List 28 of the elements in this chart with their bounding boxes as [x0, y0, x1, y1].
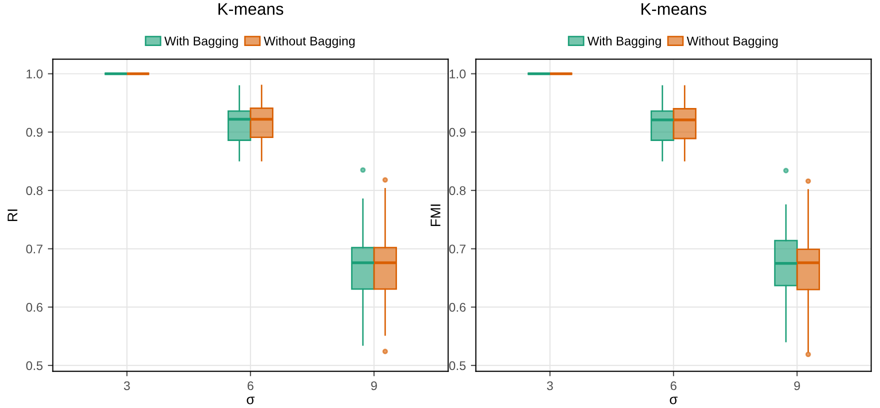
legend-label: Without Bagging	[264, 36, 355, 48]
y-tick-label: 0.5	[26, 361, 43, 370]
y-tick-label: 0.8	[26, 186, 43, 196]
x-tick-label: 9	[794, 381, 800, 390]
x-axis-title: σ	[670, 396, 678, 404]
y-tick-label: 0.6	[449, 302, 466, 312]
x-tick-label: 3	[546, 381, 553, 390]
y-axis-title: RI	[8, 210, 18, 222]
x-tick-label: 6	[248, 381, 254, 390]
y-tick-label: 0.7	[26, 244, 42, 254]
y-tick-label: 0.9	[449, 128, 466, 137]
chart-title: K-means	[218, 3, 284, 15]
chart-title: K-means	[642, 3, 706, 15]
legend-label: With Bagging	[164, 36, 238, 48]
x-tick-label: 6	[670, 381, 676, 390]
y-tick-label: 1.0	[26, 70, 43, 78]
x-axis-title: σ	[246, 396, 255, 404]
y-tick-label: 1.0	[450, 70, 466, 78]
y-tick-label: 0.7	[449, 244, 466, 254]
y-tick-label: 0.8	[449, 186, 466, 196]
y-axis-title: FMI	[430, 204, 440, 226]
y-tick-label: 0.6	[26, 302, 43, 312]
legend-label: Without Bagging	[686, 36, 778, 48]
x-tick-label: 9	[371, 381, 377, 390]
x-tick-label: 3	[124, 381, 130, 390]
legend-label: With Bagging	[587, 36, 661, 48]
y-tick-label: 0.9	[26, 128, 42, 137]
y-tick-label: 0.5	[449, 361, 466, 370]
